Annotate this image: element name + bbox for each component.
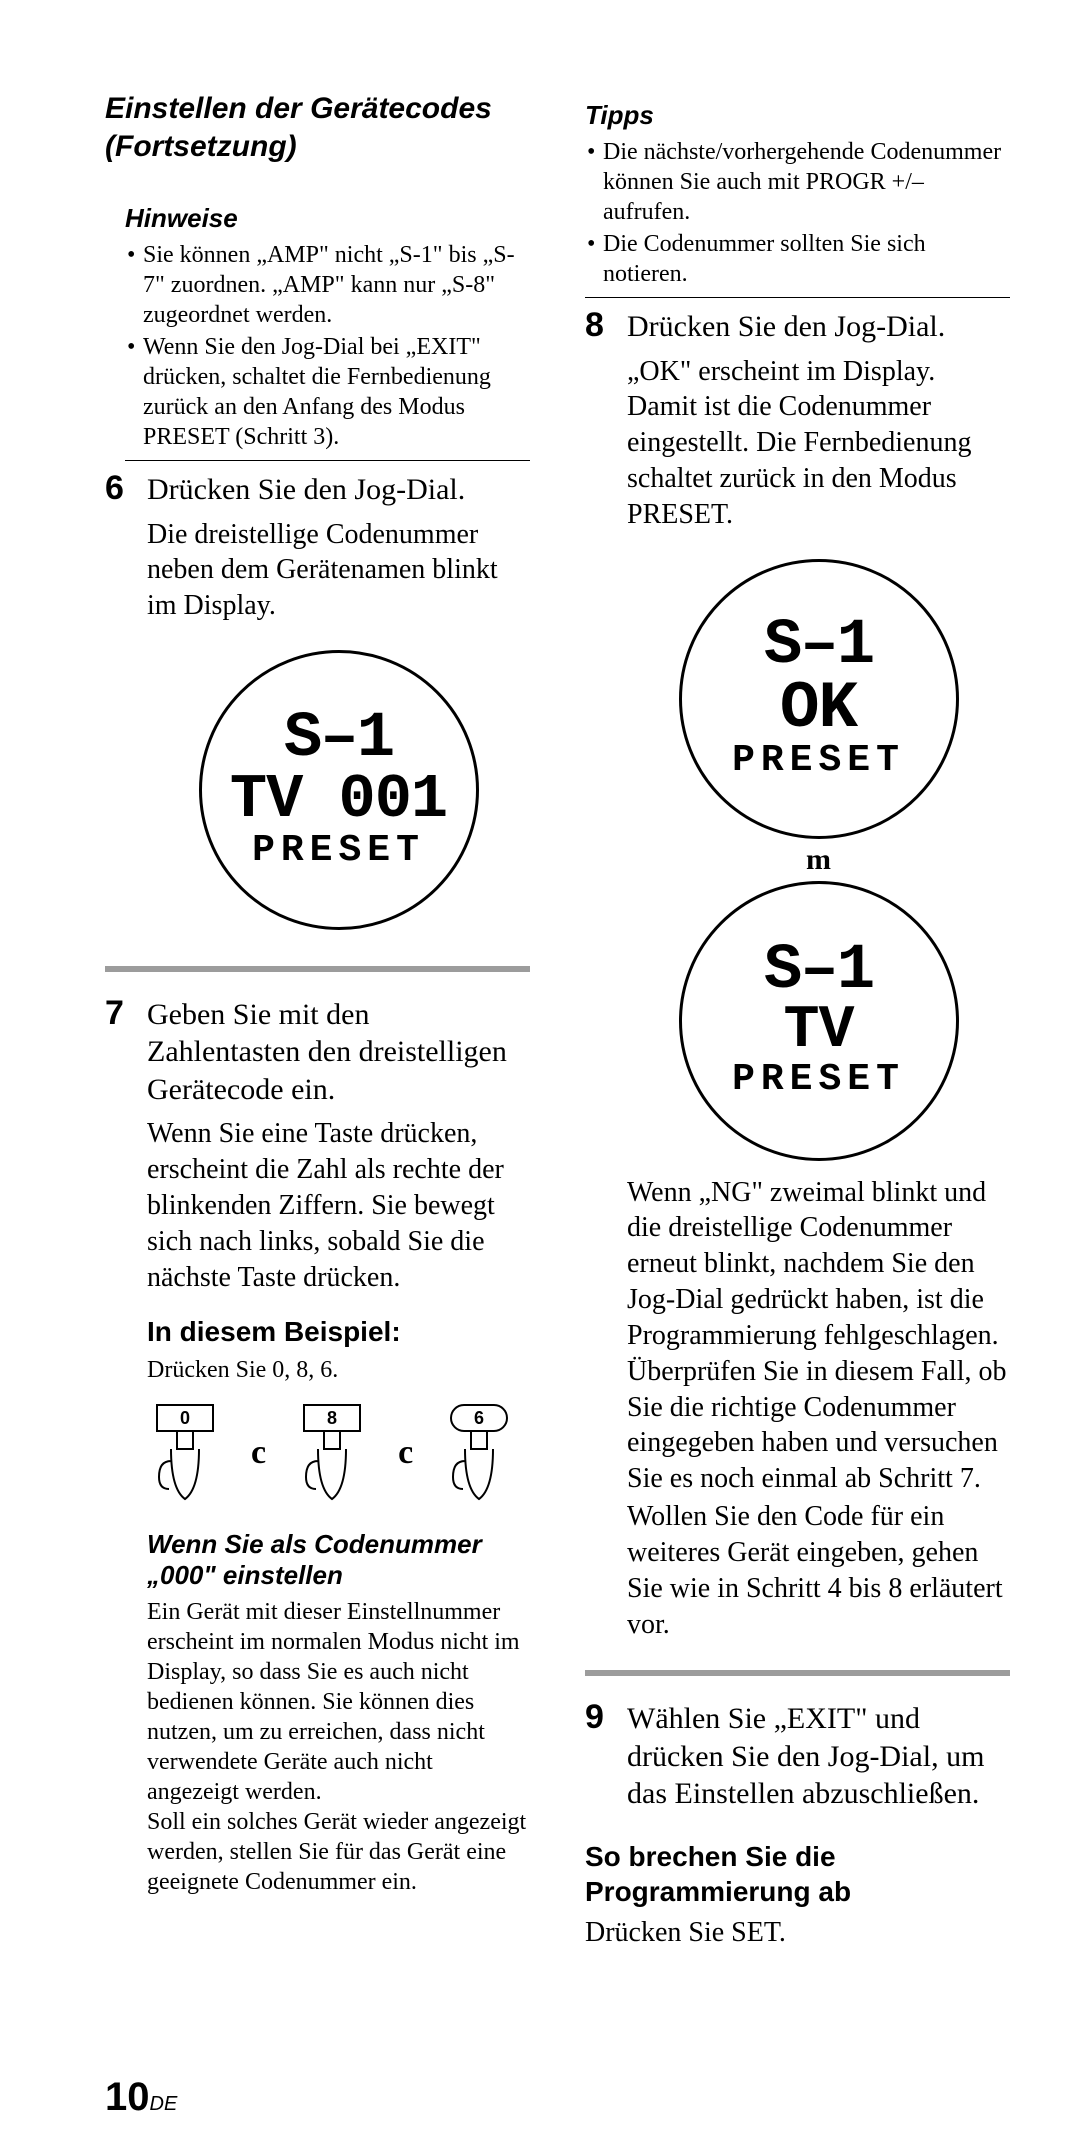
svg-text:8: 8 xyxy=(327,1408,337,1428)
step-number: 7 xyxy=(105,996,131,1897)
tipps-label: Tipps xyxy=(585,100,1010,131)
display-dial-ok: S–1 OK PRESET xyxy=(679,559,959,839)
tipps-item: Die nächste/vorhergehende Codenummer kön… xyxy=(587,137,1010,227)
section-divider xyxy=(105,966,530,972)
step-body-text: „OK" erscheint im Display. Damit ist die… xyxy=(627,354,1010,533)
abort-heading: So brechen Sie die Programmierung ab xyxy=(585,1839,1010,1909)
step-title: Wählen Sie „EXIT" und drücken Sie den Jo… xyxy=(627,1700,1010,1813)
dial-line-3: PRESET xyxy=(252,831,425,871)
divider xyxy=(585,297,1010,298)
arrow-right-icon: c xyxy=(251,1434,266,1472)
abort-body: Drücken Sie SET. xyxy=(585,1915,1010,1951)
step-number: 6 xyxy=(105,471,131,938)
code000-heading: Wenn Sie als Codenummer „000" einstellen xyxy=(147,1529,530,1591)
step-title: Drücken Sie den Jog-Dial. xyxy=(627,308,1010,346)
step-8: 8 Drücken Sie den Jog-Dial. „OK" erschei… xyxy=(585,308,1010,1642)
ng-body-1: Wenn „NG" zweimal blinkt und die dreiste… xyxy=(627,1175,1010,1497)
example-heading: In diesem Beispiel: xyxy=(147,1314,530,1349)
right-column: Tipps Die nächste/vorhergehende Codenumm… xyxy=(585,90,1010,1951)
hinweise-item: Wenn Sie den Jog-Dial bei „EXIT" drücken… xyxy=(127,332,530,452)
page-lang: DE xyxy=(150,2093,178,2115)
tipps-box: Tipps Die nächste/vorhergehende Codenumm… xyxy=(585,100,1010,298)
step-body-text: Wenn Sie eine Taste drücken, erscheint d… xyxy=(147,1116,530,1295)
dial-line-1: S–1 xyxy=(764,616,873,677)
svg-text:0: 0 xyxy=(180,1408,190,1428)
left-column: Einstellen der Gerätecodes (Fortsetzung)… xyxy=(105,90,530,1951)
tipps-item: Die Codenummer sollten Sie sich notieren… xyxy=(587,229,1010,289)
page-number: 10DE xyxy=(105,2075,177,2120)
divider xyxy=(125,460,530,461)
dial-line-1: S–1 xyxy=(764,941,873,1002)
step-title: Drücken Sie den Jog-Dial. xyxy=(147,471,530,509)
dial-line-2: OK xyxy=(780,677,857,742)
dial-line-2: TV xyxy=(783,1002,853,1061)
step-6: 6 Drücken Sie den Jog-Dial. Die dreistel… xyxy=(105,471,530,938)
arrow-down-icon: m xyxy=(627,843,1010,877)
hinweise-label: Hinweise xyxy=(125,203,530,234)
step-title: Geben Sie mit den Zahlentasten den dreis… xyxy=(147,996,530,1109)
page-number-value: 10 xyxy=(105,2075,150,2119)
display-dial: S–1 TV 001 PRESET xyxy=(199,650,479,930)
page-title: Einstellen der Gerätecodes (Fortsetzung) xyxy=(105,90,530,165)
step-body-text: Die dreistellige Codenummer neben dem Ge… xyxy=(147,517,530,624)
display-dial-tv: S–1 TV PRESET xyxy=(679,881,959,1161)
arrow-right-icon: c xyxy=(398,1434,413,1472)
dial-line-3: PRESET xyxy=(732,1060,905,1100)
step-number: 8 xyxy=(585,308,611,1642)
keypress-6-icon: 6 xyxy=(443,1403,515,1503)
dial-line-2: TV 001 xyxy=(230,770,447,831)
dial-line-3: PRESET xyxy=(732,741,905,781)
step-9: 9 Wählen Sie „EXIT" und drücken Sie den … xyxy=(585,1700,1010,1821)
keypress-0-icon: 0 xyxy=(149,1403,221,1503)
hinweise-box: Hinweise Sie können „AMP" nicht „S-1" bi… xyxy=(105,203,530,461)
code000-body: Ein Gerät mit dieser Einstellnummer ersc… xyxy=(147,1597,530,1897)
section-divider xyxy=(585,1670,1010,1676)
svg-text:6: 6 xyxy=(474,1408,484,1428)
keypress-8-icon: 8 xyxy=(296,1403,368,1503)
dial-line-1: S–1 xyxy=(284,709,393,770)
example-body: Drücken Sie 0, 8, 6. xyxy=(147,1355,530,1385)
step-number: 9 xyxy=(585,1700,611,1821)
step-7: 7 Geben Sie mit den Zahlentasten den dre… xyxy=(105,996,530,1897)
tipps-list: Die nächste/vorhergehende Codenummer kön… xyxy=(585,137,1010,289)
hinweise-item: Sie können „AMP" nicht „S-1" bis „S-7" z… xyxy=(127,240,530,330)
ng-body-2: Wollen Sie den Code für ein weiteres Ger… xyxy=(627,1499,1010,1642)
hinweise-list: Sie können „AMP" nicht „S-1" bis „S-7" z… xyxy=(125,240,530,452)
key-press-row: 0 c 8 c 6 xyxy=(147,1403,530,1503)
